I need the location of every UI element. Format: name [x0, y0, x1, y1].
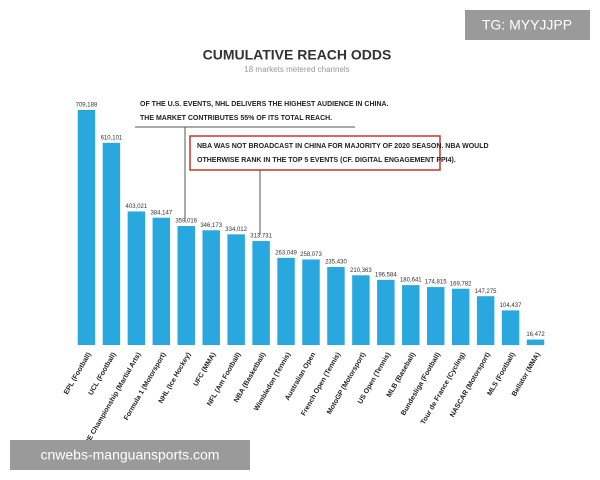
value-label: 16,472 [526, 332, 545, 338]
value-label: 196,584 [375, 272, 397, 278]
value-label: 263,049 [275, 250, 297, 256]
annotation-text: THE MARKET CONTRIBUTES 55% OF ITS TOTAL … [140, 115, 332, 122]
bar [227, 234, 245, 345]
bar [451, 288, 470, 345]
value-label: 169,782 [450, 281, 472, 287]
bar [177, 226, 195, 345]
bar [402, 285, 420, 345]
value-label: 403,021 [126, 204, 148, 210]
annotation-text: NBA WAS NOT BROADCAST IN CHINA FOR MAJOR… [197, 143, 489, 150]
value-label: 147,275 [475, 289, 497, 295]
annotation-text: OF THE U.S. EVENTS, NHL DELIVERS THE HIG… [140, 101, 389, 108]
chart-subtitle: 18 markets metered channels [244, 65, 349, 74]
x-tick-label: Tour de France (Cycling) [420, 351, 467, 425]
value-label: 359,016 [175, 219, 197, 225]
value-label: 334,012 [225, 227, 247, 233]
watermark: cnwebs-manguansports.com [41, 447, 220, 463]
annotation-box [189, 135, 441, 171]
value-label: 346,173 [200, 223, 222, 229]
bar [302, 259, 320, 345]
bar [377, 279, 395, 345]
value-label: 235,430 [325, 260, 347, 266]
value-label: 210,363 [350, 268, 372, 274]
x-tick-label: UFC (MMA) [193, 351, 218, 387]
chart-title: CUMULATIVE REACH ODDS [203, 47, 392, 63]
x-tick-label: Bellator (MMA) [511, 351, 542, 397]
x-tick-label: EPL (Football) [63, 351, 93, 395]
watermark: TG: MYYJJPP [482, 17, 572, 33]
value-label: 180,641 [400, 278, 422, 284]
bar [476, 296, 495, 345]
annotation-1: OF THE U.S. EVENTS, NHL DELIVERS THE HIG… [135, 101, 389, 222]
bar [152, 217, 171, 345]
value-label: 258,073 [300, 252, 322, 258]
bar [252, 241, 270, 345]
annotation-text: OTHERWISE RANK IN THE TOP 5 EVENTS (CF. … [197, 157, 456, 164]
bar [327, 266, 345, 345]
value-label: 174,815 [425, 280, 447, 286]
bar [277, 257, 295, 345]
bar [102, 142, 121, 345]
bar [526, 339, 545, 345]
value-label: 709,188 [76, 103, 98, 109]
x-tick-label: UCL (Football) [88, 351, 118, 396]
bar [352, 275, 370, 345]
bar [501, 310, 520, 345]
watermark-box [465, 10, 590, 40]
watermark-box [10, 440, 250, 470]
bar [202, 230, 220, 345]
value-label: 384,147 [150, 210, 172, 216]
bar [427, 287, 445, 345]
value-label: 313,731 [250, 234, 272, 240]
value-label: 104,437 [500, 303, 522, 309]
annotation-2: NBA WAS NOT BROADCAST IN CHINA FOR MAJOR… [189, 135, 489, 235]
value-label: 610,101 [101, 135, 123, 141]
bar [127, 211, 146, 345]
bar [77, 110, 96, 345]
